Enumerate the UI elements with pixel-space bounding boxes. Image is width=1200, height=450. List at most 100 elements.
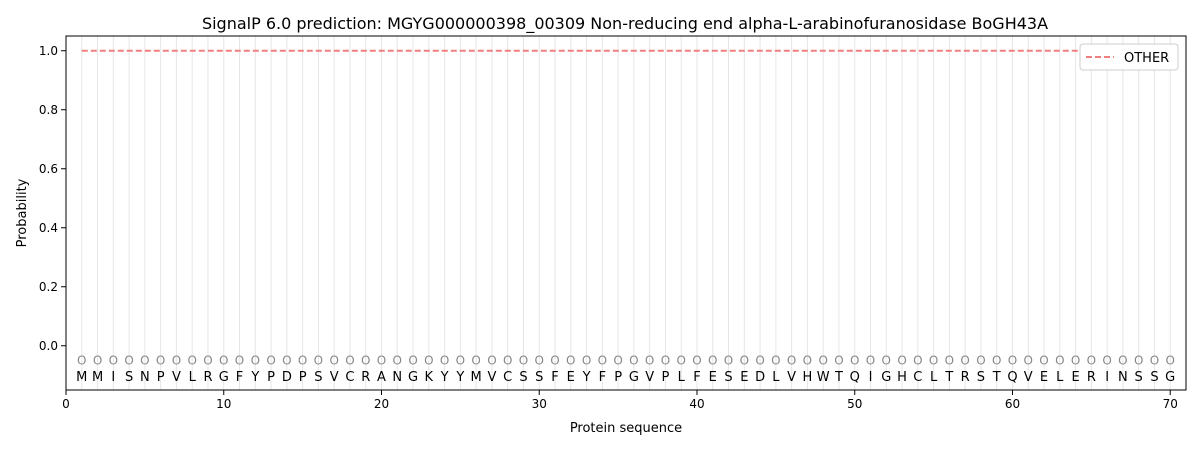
- residue-label-7: V: [172, 370, 181, 385]
- residue-marker-40: O: [692, 354, 701, 368]
- residue-marker-41: O: [708, 354, 717, 368]
- residue-marker-34: O: [598, 354, 607, 368]
- residue-label-51: I: [869, 370, 873, 385]
- residue-label-3: I: [111, 370, 115, 385]
- residue-label-49: T: [834, 370, 843, 385]
- residue-marker-38: O: [661, 354, 670, 368]
- residue-label-11: F: [236, 370, 243, 385]
- residue-label-28: C: [503, 370, 512, 385]
- residue-marker-13: O: [266, 354, 275, 368]
- residue-marker-28: O: [503, 354, 512, 368]
- chart-title: SignalP 6.0 prediction: MGYG000000398_00…: [202, 14, 1048, 34]
- residue-marker-39: O: [676, 354, 685, 368]
- residue-label-64: E: [1071, 370, 1079, 385]
- legend-box: [1079, 43, 1179, 71]
- residue-label-32: E: [567, 370, 575, 385]
- y-tick-label-5: 1.0: [39, 44, 58, 58]
- residue-marker-21: O: [393, 354, 402, 368]
- residue-label-6: P: [157, 370, 165, 385]
- x-tick-label-50: 50: [847, 397, 862, 411]
- y-tick-label-0: 0.0: [39, 339, 58, 353]
- residue-marker-16: O: [314, 354, 323, 368]
- residue-marker-49: O: [834, 354, 843, 368]
- residue-marker-1: O: [77, 354, 86, 368]
- residue-marker-23: O: [424, 354, 433, 368]
- residue-label-1: M: [76, 370, 87, 385]
- residue-label-2: M: [92, 370, 103, 385]
- y-axis-label: Probability: [15, 178, 30, 247]
- residue-label-67: N: [1118, 370, 1128, 385]
- residue-label-29: S: [519, 370, 527, 385]
- residue-label-66: I: [1105, 370, 1109, 385]
- residue-label-39: L: [678, 370, 686, 385]
- residue-label-40: F: [693, 370, 700, 385]
- residue-label-70: G: [1165, 370, 1175, 385]
- residue-label-31: F: [551, 370, 558, 385]
- residue-marker-22: O: [408, 354, 417, 368]
- residue-label-25: Y: [455, 370, 464, 385]
- residue-label-61: V: [1024, 370, 1033, 385]
- residue-label-57: R: [961, 370, 970, 385]
- residue-marker-19: O: [361, 354, 370, 368]
- residue-marker-62: O: [1039, 354, 1048, 368]
- residue-label-42: S: [724, 370, 732, 385]
- residue-marker-50: O: [850, 354, 859, 368]
- residue-label-23: K: [425, 370, 434, 385]
- residue-marker-8: O: [187, 354, 196, 368]
- x-tick-label-20: 20: [374, 397, 389, 411]
- residue-marker-3: O: [109, 354, 118, 368]
- residue-label-8: L: [189, 370, 197, 385]
- residue-marker-25: O: [456, 354, 465, 368]
- y-axis-ticks: 0.0 0.2 0.4 0.6 0.8 1.0: [39, 44, 66, 353]
- residue-marker-36: O: [629, 354, 638, 368]
- residue-marker-18: O: [345, 354, 354, 368]
- residue-label-53: H: [897, 370, 907, 385]
- residue-label-33: Y: [582, 370, 591, 385]
- y-tick-label-3: 0.6: [39, 162, 58, 176]
- residue-marker-35: O: [613, 354, 622, 368]
- residue-marker-20: O: [377, 354, 386, 368]
- residue-label-4: S: [125, 370, 133, 385]
- residue-label-46: V: [787, 370, 796, 385]
- residue-marker-43: O: [740, 354, 749, 368]
- x-tick-label-60: 60: [1005, 397, 1020, 411]
- residue-label-17: V: [330, 370, 339, 385]
- residue-marker-63: O: [1055, 354, 1064, 368]
- residue-marker-70: O: [1165, 354, 1174, 368]
- residue-marker-55: O: [929, 354, 938, 368]
- x-tick-label-30: 30: [532, 397, 547, 411]
- residue-label-54: C: [913, 370, 922, 385]
- residue-marker-65: O: [1087, 354, 1096, 368]
- residue-label-48: W: [817, 370, 830, 385]
- residue-marker-6: O: [156, 354, 165, 368]
- residue-marker-61: O: [1024, 354, 1033, 368]
- residue-marker-45: O: [771, 354, 780, 368]
- residue-label-16: S: [314, 370, 322, 385]
- residue-marker-42: O: [724, 354, 733, 368]
- x-tick-label-10: 10: [216, 397, 231, 411]
- residue-marker-26: O: [471, 354, 480, 368]
- residue-label-60: Q: [1007, 370, 1017, 385]
- residue-marker-46: O: [787, 354, 796, 368]
- residue-label-24: Y: [440, 370, 449, 385]
- residue-marker-14: O: [282, 354, 291, 368]
- residue-label-27: V: [487, 370, 496, 385]
- residue-label-19: R: [361, 370, 370, 385]
- residue-marker-11: O: [235, 354, 244, 368]
- residue-marker-15: O: [298, 354, 307, 368]
- residue-marker-47: O: [803, 354, 812, 368]
- residue-label-5: N: [140, 370, 150, 385]
- residue-marker-64: O: [1071, 354, 1080, 368]
- residue-marker-53: O: [897, 354, 906, 368]
- residue-marker-4: O: [124, 354, 133, 368]
- residue-label-37: V: [645, 370, 654, 385]
- residue-marker-69: O: [1150, 354, 1159, 368]
- residue-marker-17: O: [329, 354, 338, 368]
- residue-label-30: S: [535, 370, 543, 385]
- residue-label-38: P: [662, 370, 670, 385]
- x-tick-label-70: 70: [1163, 397, 1178, 411]
- residue-label-52: G: [881, 370, 891, 385]
- y-tick-label-1: 0.2: [39, 280, 58, 294]
